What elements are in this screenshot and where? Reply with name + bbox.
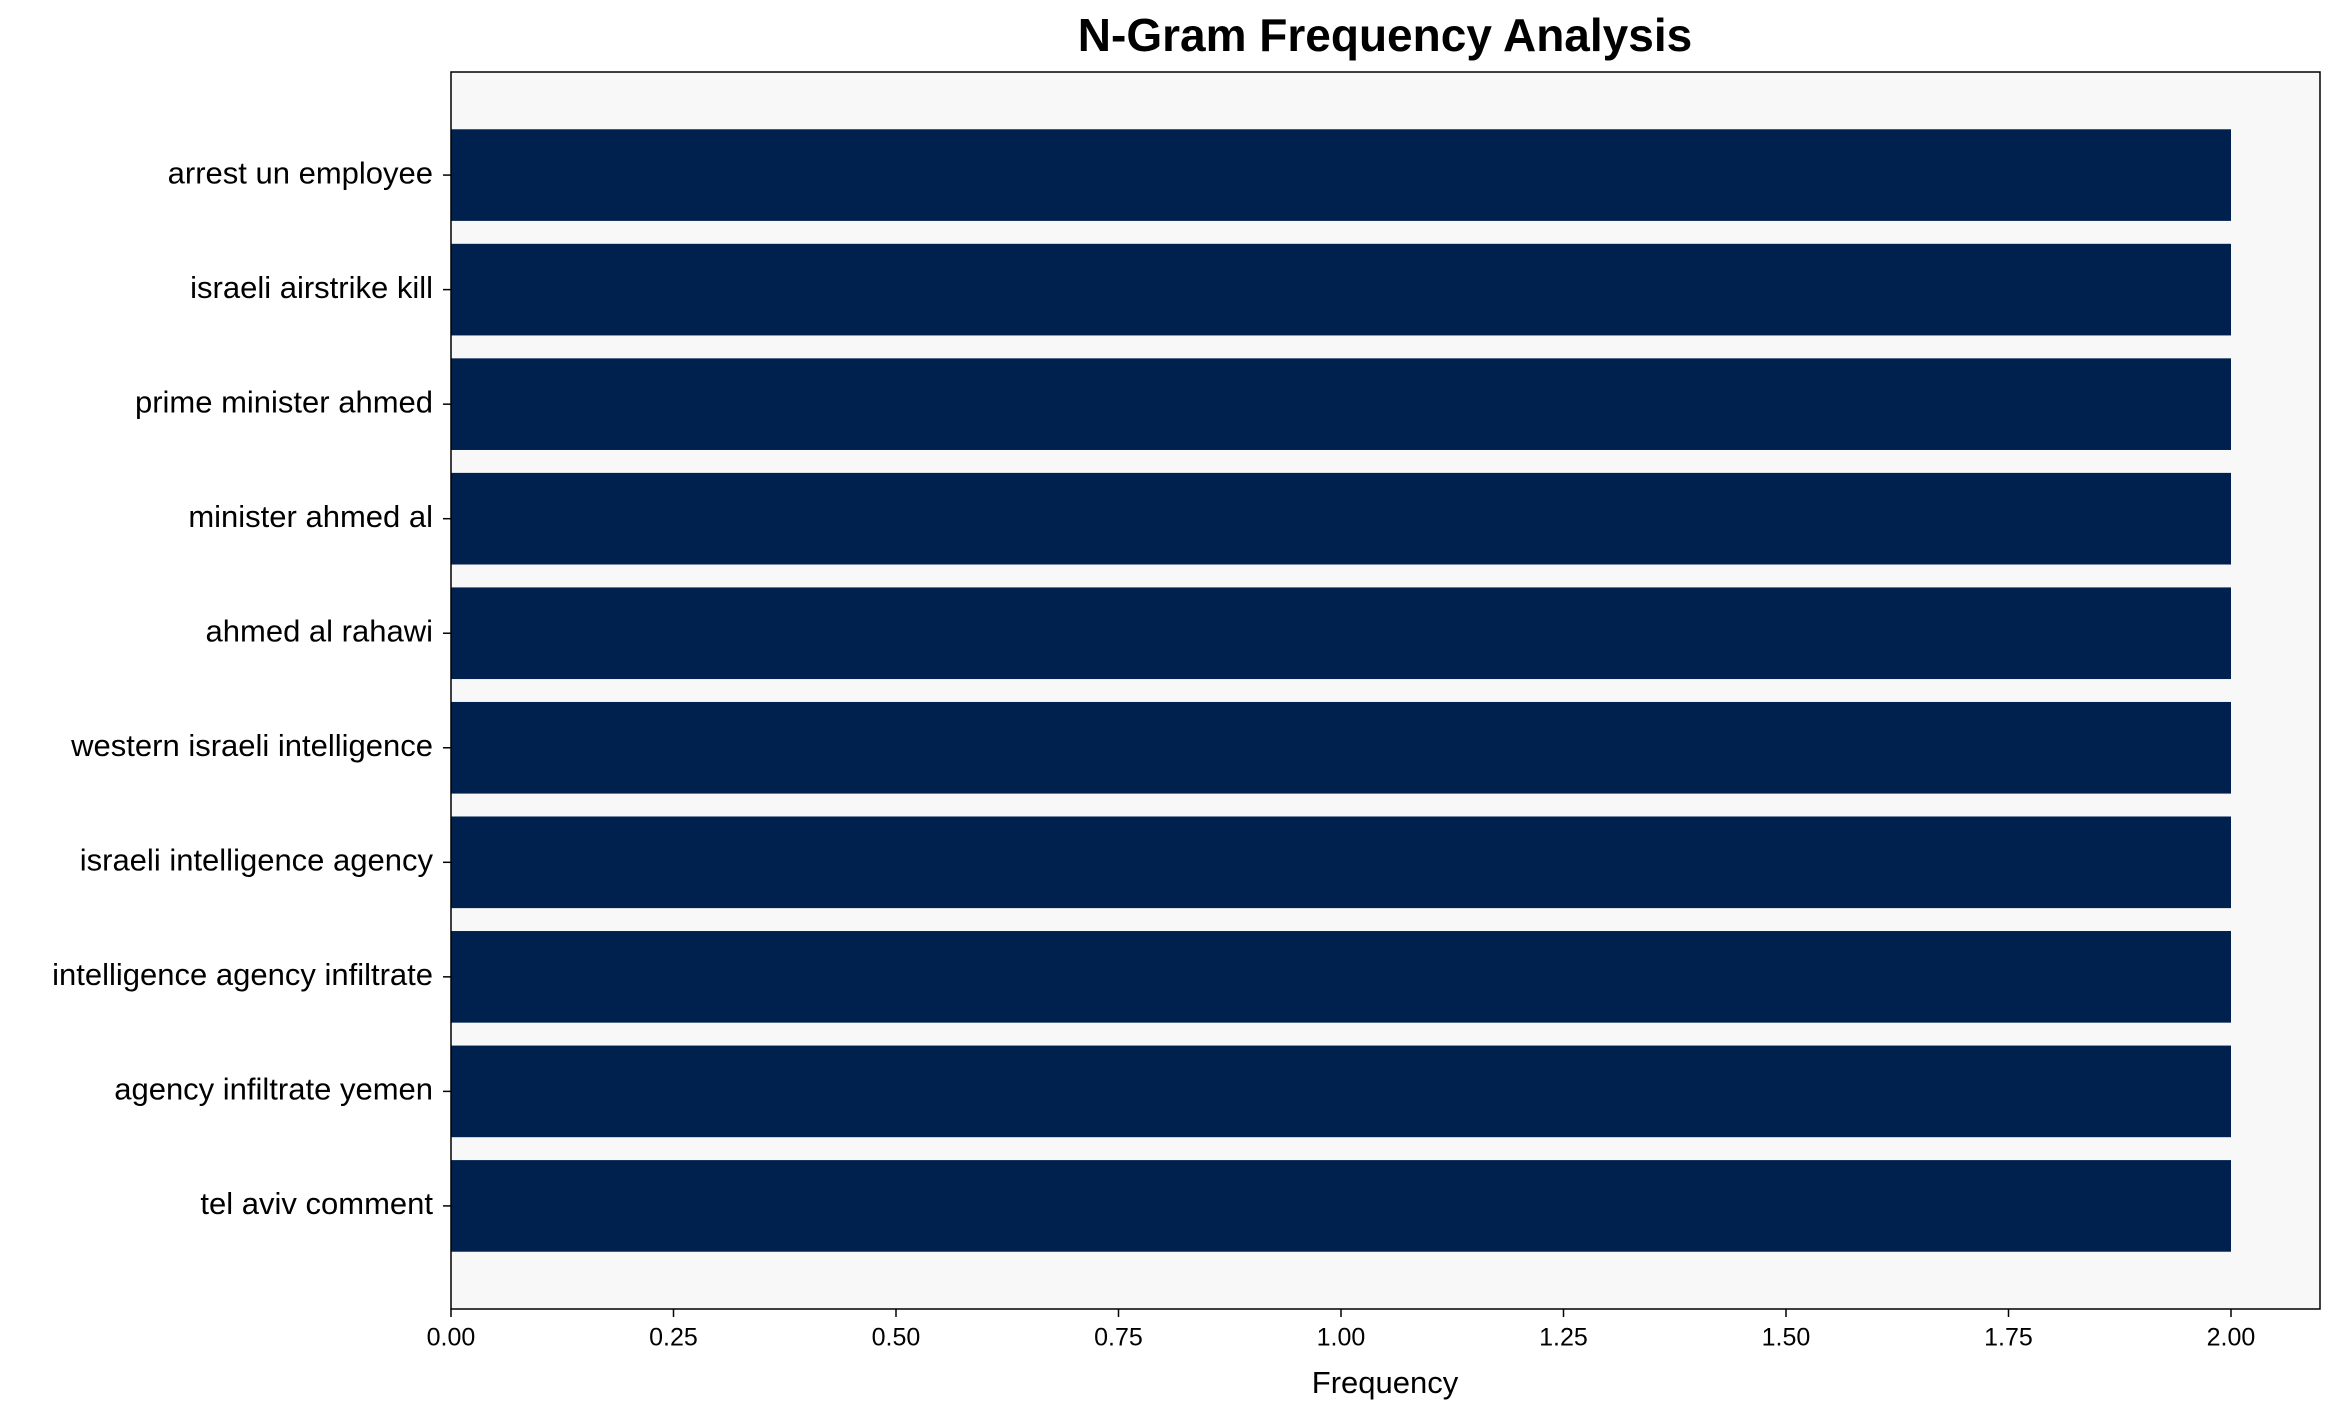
- y-tick-label: arrest un employee: [168, 155, 433, 190]
- chart-title: N-Gram Frequency Analysis: [1078, 9, 1692, 61]
- bar: [451, 472, 2231, 565]
- x-tick-label: 0.00: [427, 1324, 476, 1352]
- bar: [451, 587, 2231, 680]
- x-tick-label: 1.75: [1984, 1324, 2033, 1352]
- x-tick-label: 1.50: [1762, 1324, 1811, 1352]
- y-tick-label: intelligence agency infiltrate: [52, 957, 433, 992]
- y-tick-label: ahmed al rahawi: [206, 613, 433, 648]
- y-tick-label: prime minister ahmed: [135, 384, 433, 419]
- x-tick-label: 0.50: [872, 1324, 921, 1352]
- bar: [451, 243, 2231, 336]
- x-tick-label: 2.00: [2207, 1324, 2256, 1352]
- y-tick-label: minister ahmed al: [188, 499, 433, 534]
- x-axis-label: Frequency: [1312, 1365, 1459, 1400]
- y-tick-label: agency infiltrate yemen: [114, 1072, 433, 1107]
- y-tick-label: tel aviv comment: [200, 1186, 433, 1221]
- plot-frame: [450, 71, 2321, 1310]
- bar: [451, 701, 2231, 794]
- bar: [451, 931, 2231, 1023]
- y-tick-label: israeli intelligence agency: [80, 842, 434, 877]
- x-tick-label: 1.00: [1317, 1324, 1366, 1352]
- y-tick-label: western israeli intelligence: [70, 728, 433, 763]
- bar: [451, 1160, 2231, 1252]
- bar: [451, 129, 2231, 221]
- bar: [451, 358, 2231, 450]
- x-tick-label: 1.25: [1539, 1324, 1588, 1352]
- x-tick-label: 0.25: [649, 1324, 698, 1352]
- y-tick-label: israeli airstrike kill: [190, 270, 433, 305]
- bar: [451, 1045, 2231, 1138]
- bar: [451, 816, 2231, 909]
- x-tick-label: 0.75: [1094, 1324, 1143, 1352]
